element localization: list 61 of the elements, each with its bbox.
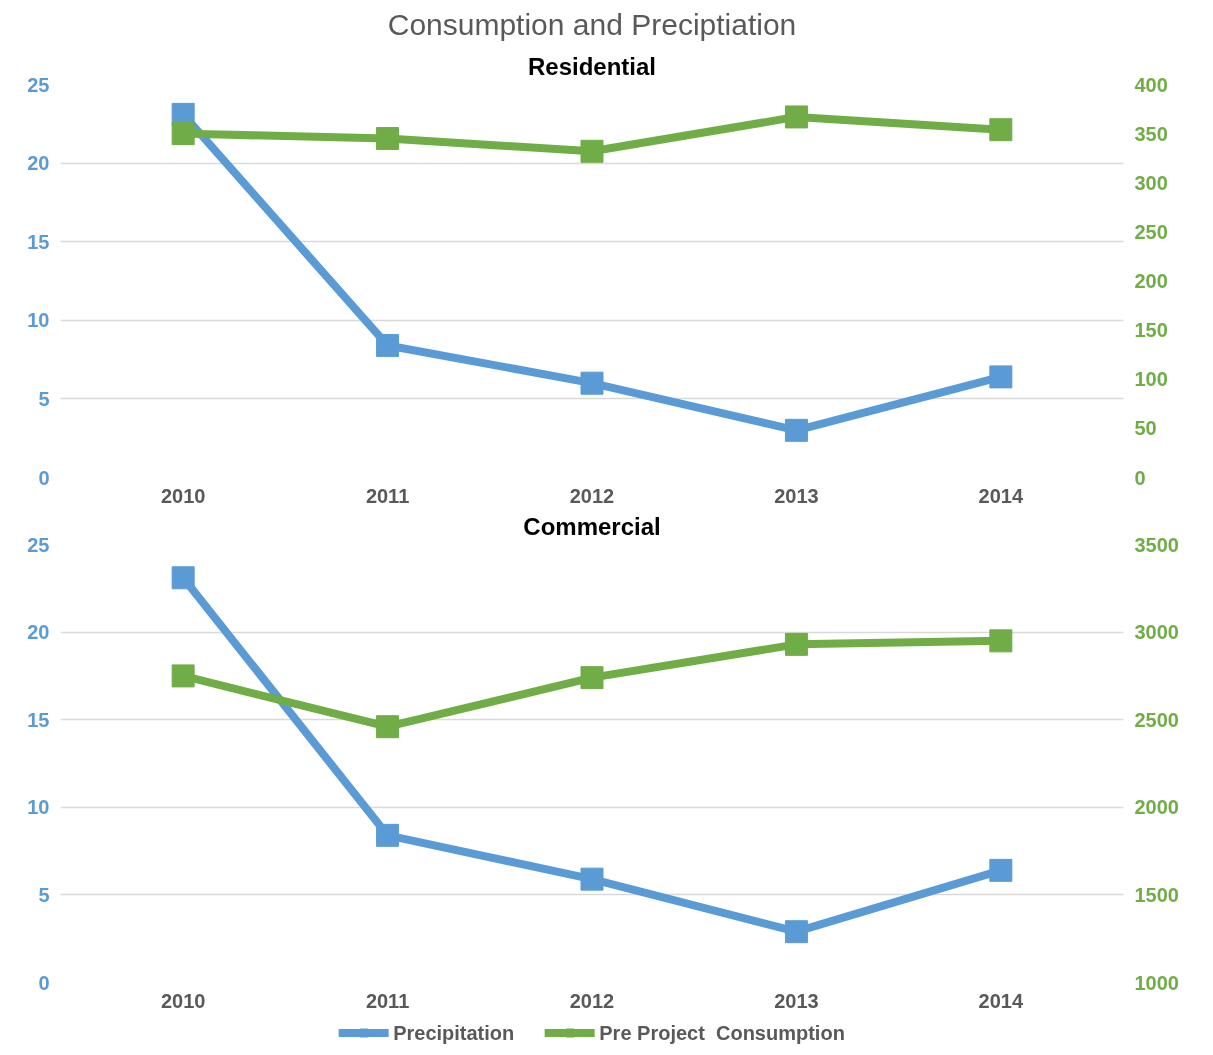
y2-tick-label: 1500 xyxy=(1134,883,1179,906)
point xyxy=(376,823,400,847)
point xyxy=(171,122,195,146)
y2-tick-label: 1000 xyxy=(1134,971,1179,994)
point xyxy=(171,664,195,688)
y-tick-label: 0 xyxy=(38,971,50,994)
y2-tick-label: 2000 xyxy=(1134,796,1179,819)
chart-subtitle: Residential xyxy=(527,52,657,80)
point xyxy=(580,867,604,891)
point xyxy=(784,920,808,944)
point xyxy=(989,858,1013,882)
x-tick-label: 2011 xyxy=(365,989,410,1012)
point xyxy=(784,418,808,442)
point xyxy=(784,105,808,129)
x-tick-label: 2014 xyxy=(978,989,1024,1012)
y2-tick-label: 3000 xyxy=(1134,621,1179,644)
y2-tick-label: 0 xyxy=(1134,466,1146,489)
y2-tick-label: 3500 xyxy=(1134,533,1179,556)
y-tick-label: 15 xyxy=(27,230,50,253)
y2-tick-label: 100 xyxy=(1134,368,1168,391)
point xyxy=(989,118,1013,142)
y-tick-label: 20 xyxy=(27,152,50,175)
y-tick-label: 5 xyxy=(38,387,50,410)
point xyxy=(580,139,604,163)
y2-tick-label: 2500 xyxy=(1134,708,1179,731)
x-tick-label: 2013 xyxy=(774,484,819,507)
point xyxy=(580,666,604,690)
y-tick-label: 20 xyxy=(27,621,50,644)
legend-label: Pre Project Consumption xyxy=(599,1021,845,1044)
y2-tick-label: 200 xyxy=(1134,270,1168,292)
y2-tick-label: 150 xyxy=(1134,319,1168,342)
y2-tick-label: 350 xyxy=(1134,122,1168,145)
y-tick-label: 10 xyxy=(27,796,50,819)
y-tick-label: 25 xyxy=(27,73,50,96)
x-tick-label: 2010 xyxy=(160,484,206,507)
point xyxy=(989,365,1013,389)
y-tick-label: 10 xyxy=(27,309,50,332)
point xyxy=(171,566,195,590)
point xyxy=(376,715,400,739)
point xyxy=(989,629,1013,653)
x-tick-label: 2010 xyxy=(160,989,206,1012)
y2-tick-label: 400 xyxy=(1134,73,1168,96)
point xyxy=(784,632,808,656)
y-tick-label: 15 xyxy=(27,708,50,731)
y-tick-label: 25 xyxy=(27,533,50,556)
y2-tick-label: 300 xyxy=(1134,171,1168,194)
y-tick-label: 0 xyxy=(38,466,50,489)
y2-tick-label: 50 xyxy=(1134,417,1157,440)
point xyxy=(376,333,400,357)
x-tick-label: 2012 xyxy=(569,484,615,507)
x-tick-label: 2012 xyxy=(569,989,615,1012)
y2-tick-label: 250 xyxy=(1134,220,1168,243)
x-tick-label: 2014 xyxy=(978,484,1024,507)
x-tick-label: 2011 xyxy=(365,484,410,507)
chart-title: Consumption and Preciptiation xyxy=(387,7,797,41)
point xyxy=(376,127,400,151)
x-tick-label: 2013 xyxy=(774,989,819,1012)
point xyxy=(580,371,604,395)
legend-label: Precipitation xyxy=(393,1021,515,1044)
chart-title: Commercial xyxy=(523,512,661,540)
y-tick-label: 5 xyxy=(38,883,50,906)
